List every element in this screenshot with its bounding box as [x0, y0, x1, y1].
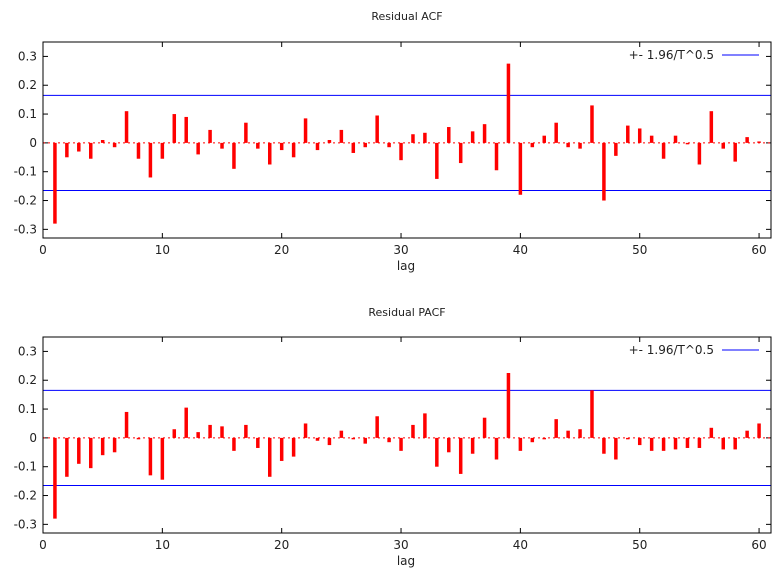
x-tick-label: 50: [632, 243, 647, 257]
y-tick-label: 0.2: [18, 373, 37, 387]
x-tick-label: 60: [751, 538, 766, 552]
y-tick-label: -0.2: [14, 194, 37, 208]
x-tick-label: 40: [513, 538, 528, 552]
x-tick-label: 40: [513, 243, 528, 257]
x-tick-label: 30: [393, 243, 408, 257]
x-tick-label: 0: [39, 538, 47, 552]
y-tick-label: 0: [29, 136, 37, 150]
y-tick-label: 0.2: [18, 78, 37, 92]
y-tick-label: 0.1: [18, 402, 37, 416]
y-tick-label: 0: [29, 431, 37, 445]
x-tick-label: 10: [155, 538, 170, 552]
legend-label: +- 1.96/T^0.5: [629, 343, 714, 357]
y-tick-label: 0.3: [18, 344, 37, 358]
plot-frame: [42, 336, 772, 534]
y-tick-label: -0.3: [14, 222, 37, 236]
legend-label: +- 1.96/T^0.5: [629, 48, 714, 62]
x-tick-label: 20: [274, 243, 289, 257]
chart-title: Residual ACF: [371, 10, 442, 23]
y-tick-label: -0.2: [14, 489, 37, 503]
chart-title: Residual PACF: [368, 306, 445, 319]
y-tick-label: 0.3: [18, 49, 37, 63]
plot-frame: [42, 41, 772, 239]
y-tick-label: -0.1: [14, 460, 37, 474]
y-tick-label: -0.1: [14, 165, 37, 179]
y-tick-label: 0.1: [18, 107, 37, 121]
chart-panel-2: Residual PACF 0 10 20 30 40 50 60 -0.3 -0.2 -0.1 0 0…: [14, 306, 767, 568]
x-axis-label: lag: [397, 554, 415, 568]
y-tick-label: -0.3: [14, 517, 37, 531]
x-axis-label: lag: [397, 259, 415, 273]
x-tick-label: 30: [393, 538, 408, 552]
x-tick-label: 60: [751, 243, 766, 257]
x-tick-label: 20: [274, 538, 289, 552]
x-tick-label: 0: [39, 243, 47, 257]
x-tick-label: 50: [632, 538, 647, 552]
chart-panel-1: Residual ACF 0 10 20 30 40 50 60 -0.3 -0.2 -0.1 0 0.…: [14, 10, 767, 273]
x-tick-label: 10: [155, 243, 170, 257]
